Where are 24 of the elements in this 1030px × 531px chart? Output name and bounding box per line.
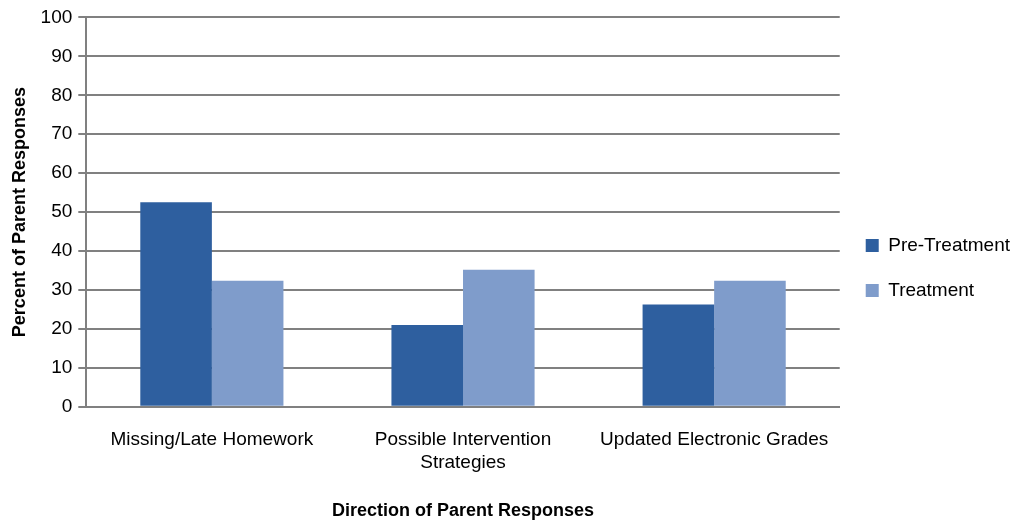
y-tick-label: 80 — [51, 83, 73, 105]
bar — [642, 304, 715, 406]
x-tick-label: Missing/Late Homework — [110, 428, 314, 450]
y-tick-label: 50 — [51, 200, 73, 222]
y-axis-title: Percent of Parent Responses — [8, 87, 29, 338]
x-axis-title: Direction of Parent Responses — [331, 500, 595, 521]
y-tick-label: 0 — [61, 395, 73, 417]
bar — [391, 325, 464, 406]
bar — [211, 280, 284, 406]
bar — [140, 202, 212, 406]
y-tick-label: 60 — [51, 161, 73, 183]
y-tick-label: 20 — [51, 317, 73, 339]
legend-label: Treatment — [888, 278, 975, 300]
y-tick-label: 70 — [51, 122, 73, 144]
y-tick-label: 10 — [51, 356, 73, 378]
x-tick-label: Possible Intervention Strategies — [374, 428, 552, 473]
bar — [463, 269, 535, 406]
x-tick-label: Updated Electronic Grades — [600, 428, 829, 450]
y-tick-label: 30 — [51, 278, 73, 300]
y-tick-label: 100 — [40, 5, 73, 27]
y-tick-label: 40 — [51, 239, 73, 261]
y-tick-label: 90 — [51, 44, 73, 66]
bar — [714, 280, 786, 406]
legend-label: Pre-Treatment — [888, 233, 1011, 255]
